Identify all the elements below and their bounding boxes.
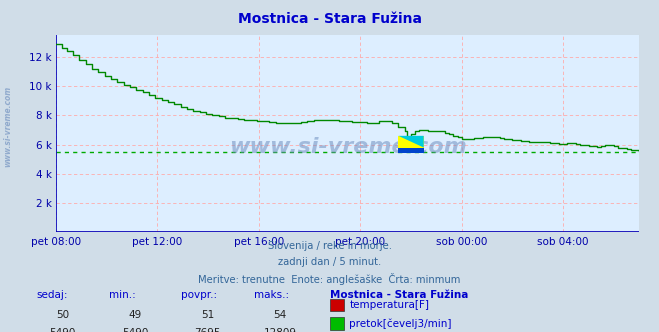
Text: 49: 49 [129,310,142,320]
Text: Mostnica - Stara Fužina: Mostnica - Stara Fužina [237,12,422,26]
Bar [398,136,424,147]
Text: sedaj:: sedaj: [36,290,68,300]
Text: 12809: 12809 [264,328,297,332]
Text: 7695: 7695 [194,328,221,332]
Text: 5490: 5490 [122,328,148,332]
Text: Mostnica - Stara Fužina: Mostnica - Stara Fužina [330,290,468,300]
Text: www.si-vreme.com: www.si-vreme.com [229,137,467,157]
Text: povpr.:: povpr.: [181,290,217,300]
Text: 5490: 5490 [49,328,76,332]
Text: Meritve: trenutne  Enote: anglešaške  Črta: minmum: Meritve: trenutne Enote: anglešaške Črta… [198,273,461,285]
Text: 51: 51 [201,310,214,320]
Text: temperatura[F]: temperatura[F] [349,300,429,310]
Text: min.:: min.: [109,290,136,300]
Bar [398,147,424,153]
Text: www.si-vreme.com: www.si-vreme.com [3,86,13,167]
Polygon shape [398,136,424,147]
Text: 54: 54 [273,310,287,320]
Text: maks.:: maks.: [254,290,289,300]
Text: pretok[čevelj3/min]: pretok[čevelj3/min] [349,318,452,329]
Text: Slovenija / reke in morje.: Slovenija / reke in morje. [268,241,391,251]
Text: 50: 50 [56,310,69,320]
Text: zadnji dan / 5 minut.: zadnji dan / 5 minut. [278,257,381,267]
